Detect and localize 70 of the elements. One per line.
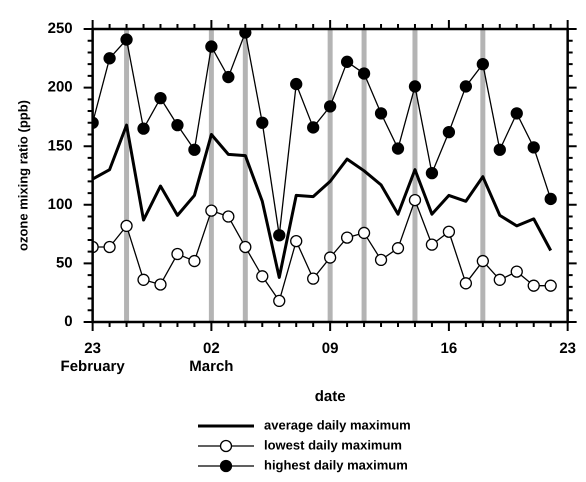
point bbox=[239, 29, 252, 39]
point bbox=[307, 121, 320, 134]
point bbox=[120, 220, 133, 232]
point bbox=[358, 67, 370, 80]
point bbox=[103, 52, 116, 64]
y-tick-label: 100 bbox=[48, 196, 73, 213]
x-tick-label: 02 March bbox=[189, 340, 234, 376]
y-axis-title: ozone mixing ratio (ppb) bbox=[15, 100, 30, 251]
point bbox=[426, 238, 438, 251]
point bbox=[340, 56, 354, 68]
y-tick-label: 150 bbox=[48, 137, 73, 154]
point bbox=[442, 126, 456, 138]
point bbox=[324, 100, 336, 112]
point bbox=[307, 272, 320, 285]
point bbox=[340, 231, 354, 244]
point bbox=[476, 254, 489, 268]
point bbox=[358, 226, 370, 240]
point bbox=[460, 277, 472, 290]
x-tick-label: 23 bbox=[559, 340, 576, 358]
point bbox=[205, 40, 218, 53]
point bbox=[188, 254, 201, 268]
point bbox=[171, 118, 184, 132]
point bbox=[273, 229, 286, 242]
point bbox=[374, 254, 388, 266]
point bbox=[205, 204, 218, 217]
legend-label: average daily maximum bbox=[264, 418, 411, 433]
point bbox=[476, 58, 489, 70]
point bbox=[408, 80, 422, 93]
point bbox=[494, 274, 506, 286]
point bbox=[528, 280, 540, 292]
x-tick-label: 16 bbox=[440, 340, 458, 358]
point bbox=[188, 144, 201, 156]
point bbox=[290, 78, 302, 90]
point bbox=[256, 270, 268, 282]
point bbox=[510, 265, 523, 278]
point bbox=[494, 144, 506, 156]
point bbox=[256, 116, 268, 129]
point bbox=[120, 33, 133, 46]
x-tick-label: 09 bbox=[322, 340, 338, 358]
point bbox=[137, 122, 150, 135]
point bbox=[154, 92, 167, 104]
y-tick-label: 250 bbox=[48, 20, 73, 38]
point bbox=[392, 142, 404, 155]
point bbox=[442, 226, 456, 238]
legend-label: highest daily maximum bbox=[264, 458, 408, 473]
point bbox=[392, 242, 404, 254]
y-tick-label: 50 bbox=[56, 254, 73, 272]
point bbox=[137, 274, 150, 286]
point bbox=[103, 240, 116, 254]
y-tick-label: 200 bbox=[48, 78, 73, 96]
legend-label: lowest daily maximum bbox=[264, 438, 402, 453]
point bbox=[510, 107, 523, 120]
point bbox=[290, 234, 302, 248]
point bbox=[460, 80, 472, 93]
point bbox=[544, 280, 557, 292]
point bbox=[171, 248, 184, 260]
point bbox=[273, 294, 286, 308]
point bbox=[154, 278, 167, 291]
point bbox=[239, 240, 252, 254]
point bbox=[528, 141, 540, 154]
point bbox=[222, 210, 234, 223]
y-tick-label: 0 bbox=[64, 313, 73, 330]
point bbox=[544, 192, 557, 206]
point bbox=[374, 107, 388, 120]
point bbox=[324, 251, 336, 264]
x-axis-title: date bbox=[314, 388, 346, 406]
point bbox=[426, 167, 438, 180]
point bbox=[408, 194, 422, 206]
x-tick-label: 23 February bbox=[60, 340, 126, 376]
point bbox=[222, 70, 234, 84]
